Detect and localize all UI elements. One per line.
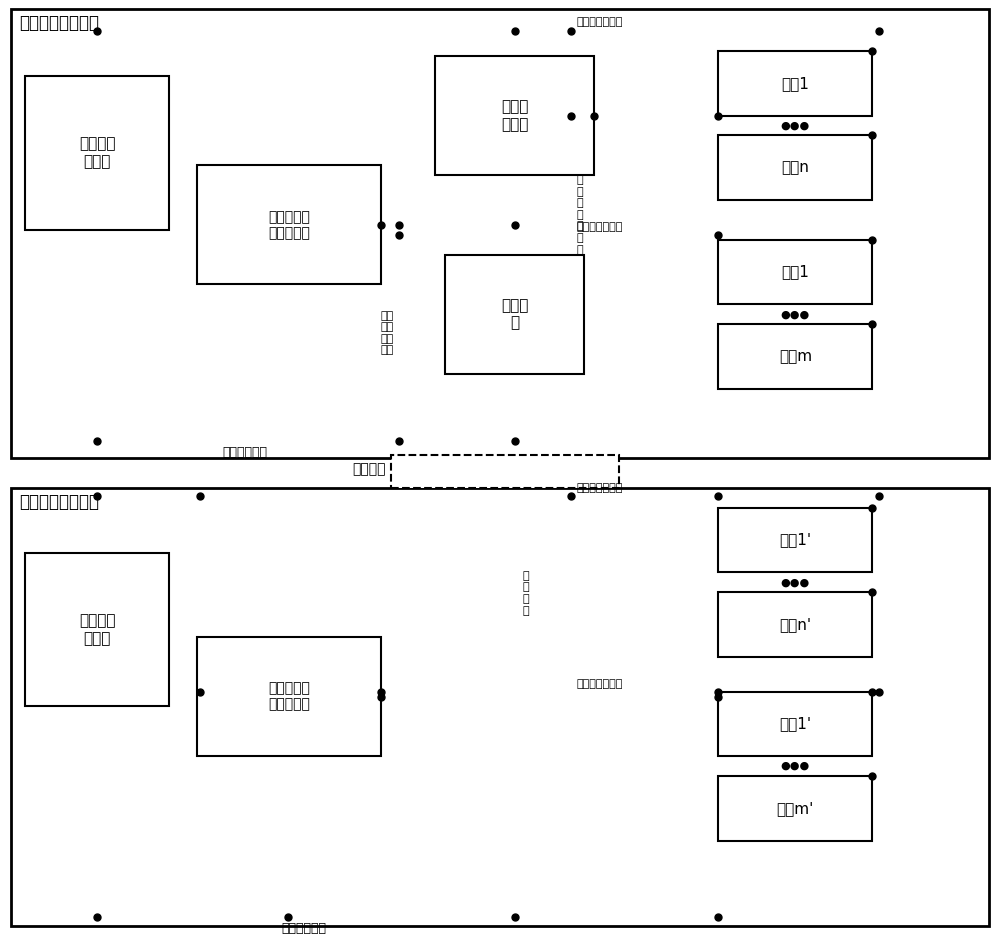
Bar xyxy=(197,637,381,756)
Text: 上升舱（第一舱）: 上升舱（第一舱） xyxy=(19,14,99,32)
Bar xyxy=(197,165,381,285)
Text: 第一充电分
流调节模块: 第一充电分 流调节模块 xyxy=(268,209,310,240)
Text: 第二不调节母线: 第二不调节母线 xyxy=(576,679,623,688)
Text: 第一全调节母线: 第一全调节母线 xyxy=(576,17,623,27)
Text: ●●●: ●●● xyxy=(780,120,810,131)
Text: 分离插头: 分离插头 xyxy=(352,462,386,476)
Text: 负载m: 负载m xyxy=(779,349,812,364)
Text: ●●●: ●●● xyxy=(780,577,810,588)
Text: 第一太阳
电池阵: 第一太阳 电池阵 xyxy=(79,137,116,169)
Bar xyxy=(718,593,872,656)
Text: 第二充电分
流调节模块: 第二充电分 流调节模块 xyxy=(268,682,310,712)
Text: 第二全调节母线: 第二全调节母线 xyxy=(576,483,623,493)
Bar xyxy=(11,488,989,926)
Bar xyxy=(718,776,872,840)
Bar xyxy=(11,9,989,458)
Bar xyxy=(718,508,872,573)
Text: 不全
调节
母线
电缆: 不全 调节 母线 电缆 xyxy=(380,311,394,356)
Text: 回
线
电
缆: 回 线 电 缆 xyxy=(523,571,529,616)
Text: 负载n': 负载n' xyxy=(779,617,811,632)
Bar xyxy=(391,455,619,488)
Bar xyxy=(718,239,872,304)
Text: 负载m': 负载m' xyxy=(777,801,814,816)
Text: 负载1: 负载1 xyxy=(781,265,809,280)
Text: 蓄电池
组: 蓄电池 组 xyxy=(501,298,529,331)
Text: ●●●: ●●● xyxy=(780,309,810,319)
Text: 放电调
节模块: 放电调 节模块 xyxy=(501,100,529,131)
Bar xyxy=(718,691,872,756)
Text: 负载1: 负载1 xyxy=(781,76,809,91)
Bar xyxy=(445,254,584,374)
Text: ●●●: ●●● xyxy=(780,762,810,771)
Bar xyxy=(718,324,872,389)
Bar xyxy=(718,135,872,200)
Text: 第二太阳
电池阵: 第二太阳 电池阵 xyxy=(79,613,116,646)
Text: 着陆舱（第二舱）: 着陆舱（第二舱） xyxy=(19,493,99,511)
Text: 第二供电回线: 第二供电回线 xyxy=(282,922,327,935)
Bar xyxy=(435,56,594,176)
Text: 第一不调节母线: 第一不调节母线 xyxy=(576,222,623,232)
Bar xyxy=(718,51,872,115)
Bar xyxy=(25,552,169,706)
Text: 负载1': 负载1' xyxy=(779,716,811,731)
Text: 负载1': 负载1' xyxy=(779,532,811,547)
Text: 负载n: 负载n xyxy=(781,161,809,176)
Bar xyxy=(25,76,169,230)
Text: 第一供电回线: 第一供电回线 xyxy=(222,446,267,459)
Text: 全
调
节
母
线
电
缆: 全 调 节 母 线 电 缆 xyxy=(576,175,583,254)
